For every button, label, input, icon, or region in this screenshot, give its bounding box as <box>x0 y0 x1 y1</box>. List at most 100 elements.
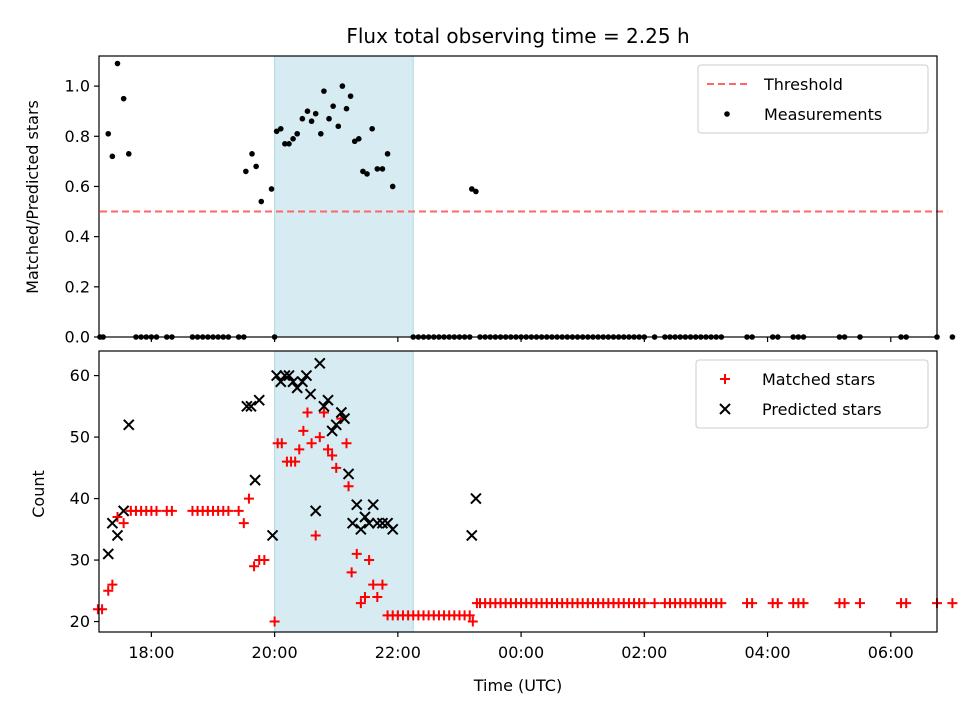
y-tick-label: 0.0 <box>65 328 90 347</box>
y-tick-label: 1.0 <box>65 77 90 96</box>
data-point <box>839 598 850 609</box>
y-tick-label: 30 <box>70 551 90 570</box>
top-chart: 0.0 0.2 0.4 0.6 0.8 1.0 Threshold Measurements <box>65 55 956 347</box>
y-tick-label: 0.4 <box>65 227 90 246</box>
observing-window-shade <box>274 55 414 338</box>
x-tick-label: 20:00 <box>252 643 298 662</box>
data-point <box>346 567 357 578</box>
data-point <box>470 492 482 505</box>
y-tick-label: 0.8 <box>65 127 90 146</box>
y-tick-label: 50 <box>70 428 90 447</box>
data-point <box>355 598 366 609</box>
data-point <box>343 105 350 112</box>
data-point <box>335 123 342 130</box>
data-point <box>310 530 321 541</box>
data-point <box>364 171 370 177</box>
data-point <box>308 118 315 125</box>
legend-label: Measurements <box>764 105 882 124</box>
series-predicted-stars <box>102 357 482 560</box>
y-tick-label: 0.2 <box>65 277 90 296</box>
data-point <box>253 163 259 170</box>
data-point <box>467 616 478 627</box>
data-point <box>312 110 319 117</box>
data-point <box>120 95 127 102</box>
data-point <box>326 115 332 122</box>
data-point <box>105 130 112 137</box>
data-point <box>314 432 325 443</box>
data-point <box>287 376 299 388</box>
data-point <box>273 128 280 135</box>
data-point <box>367 499 379 511</box>
data-point <box>275 376 287 388</box>
data-point <box>377 579 388 590</box>
data-point <box>103 585 114 596</box>
data-point <box>270 369 283 382</box>
data-point <box>379 166 386 172</box>
data-point <box>351 138 358 145</box>
data-point <box>330 419 342 431</box>
data-point <box>387 523 399 536</box>
data-point <box>343 481 354 492</box>
data-point <box>338 412 351 425</box>
data-point <box>238 518 249 529</box>
data-point <box>166 505 177 516</box>
observing-window-shade <box>274 350 414 633</box>
data-point <box>243 168 249 175</box>
data-point <box>290 135 296 142</box>
data-point <box>117 505 130 517</box>
data-point <box>102 548 114 560</box>
data-point <box>294 130 301 137</box>
bottom-y-axis-label: Count <box>29 470 48 518</box>
data-point <box>351 548 362 559</box>
data-point <box>949 334 956 340</box>
data-point <box>277 125 284 132</box>
data-point <box>854 598 865 609</box>
y-tick-label: 60 <box>70 366 90 385</box>
data-point <box>253 394 265 406</box>
data-point <box>368 579 379 590</box>
data-point <box>747 598 758 609</box>
data-point <box>364 555 375 566</box>
y-tick-label: 20 <box>70 612 90 631</box>
data-point <box>363 517 375 529</box>
data-point <box>351 499 363 511</box>
data-point <box>318 400 330 413</box>
data-point <box>299 115 306 122</box>
data-point <box>107 579 118 590</box>
data-point <box>125 151 132 157</box>
data-point <box>286 141 292 147</box>
data-point <box>323 444 334 455</box>
data-point <box>241 400 253 413</box>
data-point <box>369 125 375 132</box>
data-point <box>290 456 301 467</box>
data-point <box>342 468 355 480</box>
legend-label: Threshold <box>763 75 843 94</box>
data-point <box>322 394 334 406</box>
data-point <box>268 186 275 192</box>
data-point <box>356 135 362 142</box>
data-point <box>649 598 660 609</box>
data-point <box>112 512 123 523</box>
x-axis-label: Time (UTC) <box>473 676 562 695</box>
plot-frame <box>98 55 938 338</box>
legend-label: Matched stars <box>762 370 875 389</box>
data-point <box>304 108 311 114</box>
bottom-chart: 20 30 40 50 60 18:00 20:00 22:00 00:00 02:00 04:00… <box>70 350 958 662</box>
data-point <box>798 598 809 609</box>
x-tick-label: 00:00 <box>498 643 544 662</box>
data-point <box>114 60 121 67</box>
data-point <box>296 376 309 388</box>
y-tick-label: 40 <box>70 489 90 508</box>
data-point <box>355 523 367 536</box>
data-point <box>118 518 129 529</box>
data-point <box>359 591 370 602</box>
data-point <box>243 493 254 504</box>
data-point <box>466 529 478 542</box>
data-point <box>279 369 291 382</box>
series-measurements <box>97 60 956 340</box>
data-point <box>468 186 475 192</box>
data-point <box>233 505 244 516</box>
legend-predicted-swatch <box>719 403 731 415</box>
data-point <box>371 517 384 529</box>
